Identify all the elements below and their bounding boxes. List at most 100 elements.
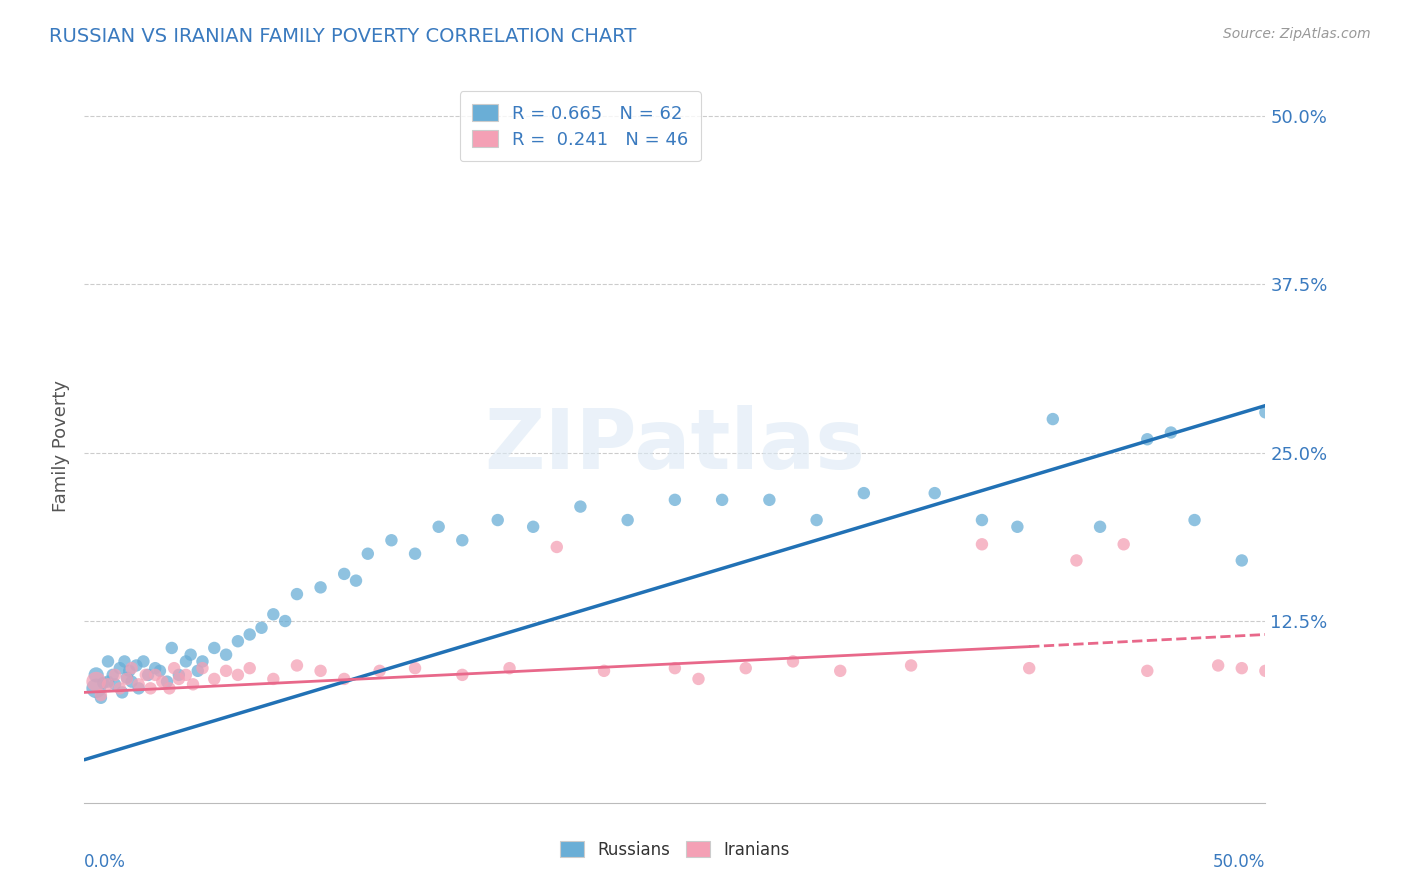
Point <box>132 655 155 669</box>
Point <box>616 513 638 527</box>
Point <box>187 664 209 678</box>
Point <box>1018 661 1040 675</box>
Point <box>285 658 308 673</box>
Point <box>970 537 993 551</box>
Text: Source: ZipAtlas.com: Source: ZipAtlas.com <box>1223 27 1371 41</box>
Point <box>114 655 136 669</box>
Point <box>104 677 127 691</box>
Point <box>139 681 162 696</box>
Point <box>404 547 426 561</box>
Point <box>806 513 828 527</box>
Point <box>191 655 214 669</box>
Point <box>1230 553 1253 567</box>
Point <box>143 668 166 682</box>
Point <box>202 672 225 686</box>
Point <box>90 690 112 705</box>
Point <box>121 674 143 689</box>
Point <box>262 607 284 622</box>
Point <box>174 655 197 669</box>
Point <box>498 661 520 675</box>
Y-axis label: Family Poverty: Family Poverty <box>52 380 70 512</box>
Point <box>546 540 568 554</box>
Point <box>1254 664 1277 678</box>
Point <box>118 664 141 678</box>
Point <box>451 533 474 548</box>
Point <box>344 574 367 588</box>
Point <box>404 661 426 675</box>
Point <box>160 640 183 655</box>
Point <box>104 668 127 682</box>
Point <box>167 672 190 686</box>
Text: ZIPatlas: ZIPatlas <box>485 406 865 486</box>
Point <box>157 681 180 696</box>
Point <box>101 668 124 682</box>
Point <box>782 655 804 669</box>
Point <box>380 533 402 548</box>
Point <box>226 634 249 648</box>
Point <box>239 661 262 675</box>
Point <box>97 655 120 669</box>
Point <box>970 513 993 527</box>
Point <box>115 672 138 686</box>
Point <box>250 621 273 635</box>
Point <box>734 661 756 675</box>
Point <box>309 664 332 678</box>
Point <box>924 486 946 500</box>
Point <box>1136 432 1159 446</box>
Point <box>125 658 148 673</box>
Point <box>128 681 150 696</box>
Point <box>830 664 852 678</box>
Point <box>333 566 356 581</box>
Point <box>90 688 112 702</box>
Point <box>108 661 131 675</box>
Point <box>852 486 875 500</box>
Point <box>451 668 474 682</box>
Point <box>84 681 107 696</box>
Point <box>226 668 249 682</box>
Point <box>309 580 332 594</box>
Point <box>1042 412 1064 426</box>
Point <box>1112 537 1135 551</box>
Point <box>128 677 150 691</box>
Point <box>191 661 214 675</box>
Point <box>1007 520 1029 534</box>
Point <box>688 672 710 686</box>
Point <box>215 664 238 678</box>
Point <box>84 668 107 682</box>
Point <box>368 664 391 678</box>
Point <box>711 492 734 507</box>
Point <box>274 614 297 628</box>
Point <box>285 587 308 601</box>
Point <box>215 648 238 662</box>
Point <box>121 661 143 675</box>
Point <box>135 668 157 682</box>
Point <box>149 664 172 678</box>
Point <box>664 661 686 675</box>
Point <box>333 672 356 686</box>
Text: RUSSIAN VS IRANIAN FAMILY POVERTY CORRELATION CHART: RUSSIAN VS IRANIAN FAMILY POVERTY CORREL… <box>49 27 637 45</box>
Point <box>111 685 134 699</box>
Point <box>1066 553 1088 567</box>
Point <box>1160 425 1182 440</box>
Point <box>758 492 780 507</box>
Point <box>163 661 186 675</box>
Point <box>486 513 509 527</box>
Point <box>97 674 120 689</box>
Point <box>1254 405 1277 419</box>
Point <box>1088 520 1111 534</box>
Point <box>115 671 138 685</box>
Point <box>357 547 380 561</box>
Point <box>174 668 197 682</box>
Point <box>1206 658 1229 673</box>
Point <box>91 676 114 690</box>
Point <box>136 668 159 682</box>
Point <box>181 677 204 691</box>
Point <box>167 668 190 682</box>
Point <box>664 492 686 507</box>
Point <box>143 661 166 675</box>
Point <box>97 677 120 691</box>
Point <box>522 520 544 534</box>
Point <box>84 674 107 689</box>
Point <box>108 681 131 696</box>
Point <box>1230 661 1253 675</box>
